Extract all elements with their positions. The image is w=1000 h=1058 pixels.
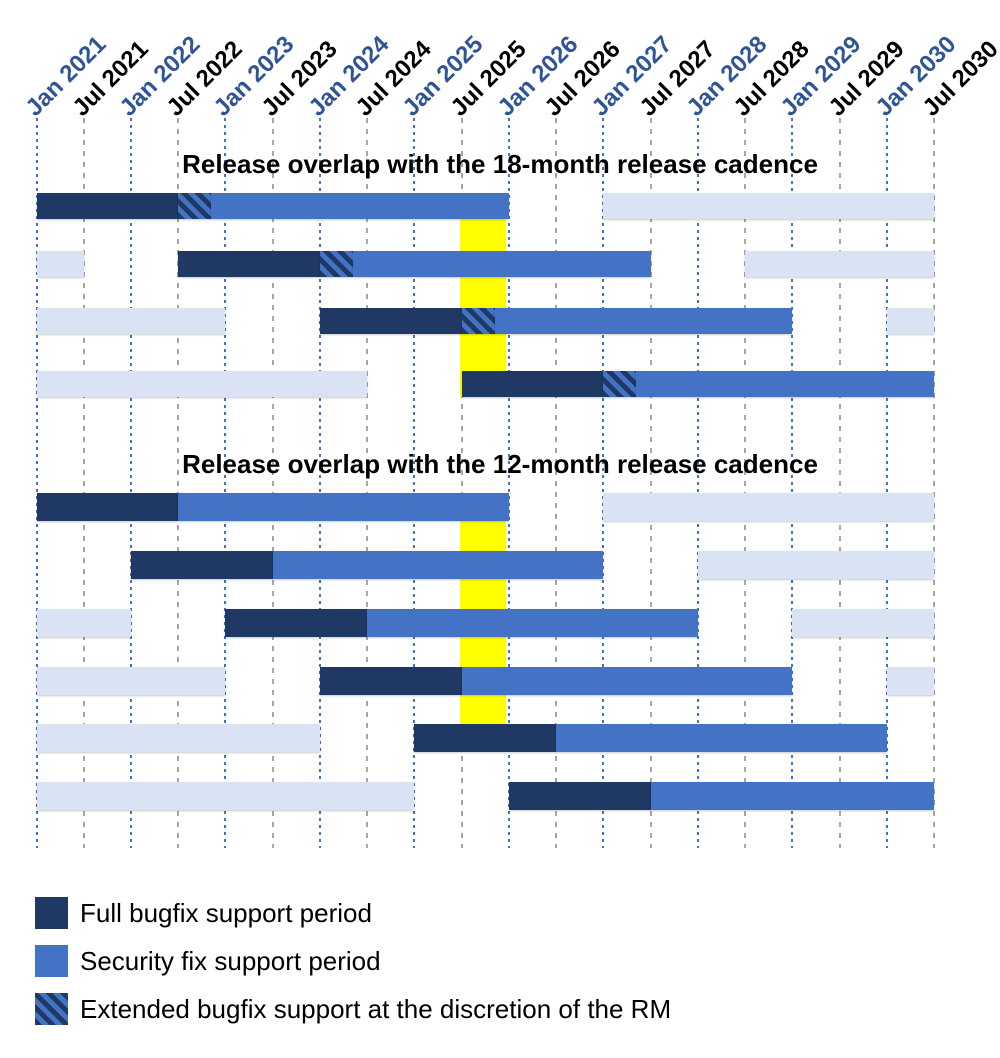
full-bugfix-swatch-icon [35, 897, 68, 929]
bar-segment-other-cycle [792, 609, 934, 637]
legend-item-full-bugfix: Full bugfix support period [35, 897, 671, 929]
bar-segment-extended-bugfix [178, 193, 212, 219]
bar-segment-security-fix [367, 609, 698, 637]
gridline-jan-2030 [885, 118, 888, 848]
gridline-jul-2024 [366, 118, 369, 848]
bar-segment-security-fix [494, 308, 793, 334]
gridline-jan-2023 [224, 118, 227, 848]
bar-segment-full-bugfix [508, 782, 651, 810]
gridline-jul-2021 [82, 118, 85, 848]
yellow-highlight-column [459, 193, 506, 397]
bar-segment-full-bugfix [319, 308, 462, 334]
bar-segment-security-fix [211, 193, 509, 219]
bar-segment-other-cycle [697, 551, 934, 579]
gridline-jul-2026 [555, 118, 558, 848]
bar-segment-other-cycle [886, 308, 934, 334]
gridline-jan-2028 [696, 118, 699, 848]
bar-segment-other-cycle [36, 371, 368, 397]
bar-segment-security-fix [178, 493, 509, 521]
bar-segment-full-bugfix [225, 609, 368, 637]
bar-segment-full-bugfix [461, 371, 604, 397]
legend-label: Extended bugfix support at the discretio… [80, 993, 672, 1024]
bar-segment-other-cycle [603, 193, 934, 219]
gridline-jul-2025 [460, 118, 463, 848]
bar-segment-full-bugfix [319, 667, 462, 695]
bar-segment-other-cycle [36, 251, 84, 277]
bar-segment-other-cycle [36, 609, 131, 637]
section-title-12-month: Release overlap with the 12-month releas… [182, 449, 818, 479]
gridline-jan-2029 [791, 118, 794, 848]
legend-item-extended-bugfix: Extended bugfix support at the discretio… [35, 993, 671, 1025]
bar-segment-other-cycle [745, 251, 934, 277]
gridline-jan-2027 [602, 118, 605, 848]
security-fix-swatch-icon [35, 945, 68, 977]
gridline-jan-2021 [35, 118, 38, 848]
bar-segment-security-fix [352, 251, 651, 277]
bar-segment-security-fix [556, 724, 887, 752]
bar-segment-full-bugfix [414, 724, 557, 752]
gridline-jul-2023 [271, 118, 274, 848]
legend-label: Security fix support period [80, 945, 381, 976]
bar-segment-extended-bugfix [319, 251, 353, 277]
bar-segment-other-cycle [36, 782, 415, 810]
gridline-jan-2024 [318, 118, 321, 848]
bar-segment-other-cycle [603, 493, 934, 521]
gridline-jan-2025 [413, 118, 416, 848]
bar-segment-other-cycle [886, 667, 934, 695]
bar-segment-extended-bugfix [461, 308, 495, 334]
bar-segment-other-cycle [36, 308, 226, 334]
bar-segment-security-fix [272, 551, 604, 579]
bar-segment-security-fix [461, 667, 793, 695]
gridline-jul-2022 [177, 118, 180, 848]
gridline-jul-2027 [649, 118, 652, 848]
bar-segment-security-fix [636, 371, 934, 397]
legend: Full bugfix support period Security fix … [35, 897, 671, 1025]
bar-segment-full-bugfix [130, 551, 273, 579]
bar-segment-full-bugfix [36, 493, 179, 521]
section-title-18-month: Release overlap with the 18-month releas… [182, 149, 818, 179]
gridline-jul-2029 [838, 118, 841, 848]
bar-segment-full-bugfix [36, 193, 179, 219]
bar-segment-extended-bugfix [603, 371, 637, 397]
gridline-jan-2026 [507, 118, 510, 848]
bar-segment-other-cycle [36, 724, 320, 752]
extended-bugfix-swatch-icon [35, 993, 68, 1025]
bar-segment-full-bugfix [178, 251, 320, 277]
bar-segment-other-cycle [36, 667, 226, 695]
gridline-jan-2022 [129, 118, 132, 848]
legend-label: Full bugfix support period [80, 897, 372, 928]
legend-item-security-fix: Security fix support period [35, 945, 671, 977]
gridline-jul-2030 [933, 118, 935, 848]
bar-segment-security-fix [650, 782, 934, 810]
gridline-jul-2028 [744, 118, 747, 848]
